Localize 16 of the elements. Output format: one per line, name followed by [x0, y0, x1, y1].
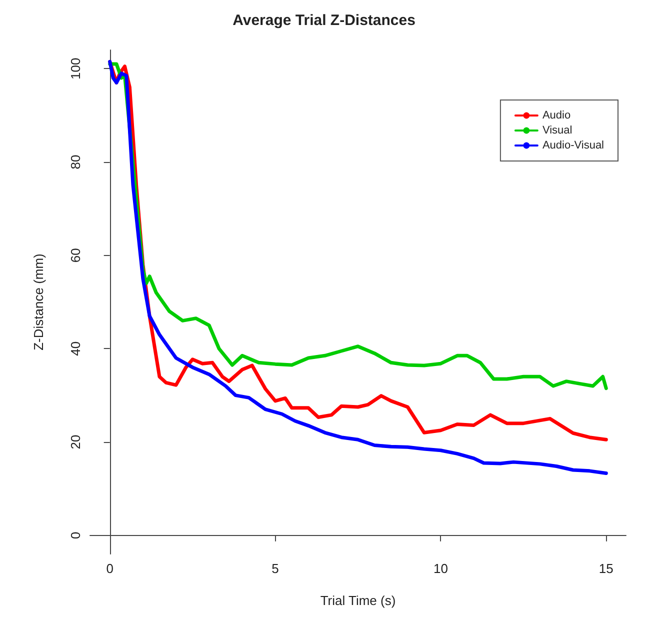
y-tick-label: 0 — [68, 532, 83, 539]
y-tick-label: 100 — [68, 58, 83, 80]
legend-label: Audio — [542, 110, 571, 122]
y-tick-label: 40 — [68, 341, 83, 356]
x-axis-title: Trial Time (s) — [320, 593, 396, 608]
x-tick-label: 5 — [272, 561, 279, 576]
y-axis-title: Z-Distance (mm) — [31, 254, 46, 350]
legend-label: Visual — [542, 124, 572, 136]
y-tick-label: 20 — [68, 434, 83, 450]
x-tick-label: 0 — [106, 561, 114, 576]
y-tick-label: 60 — [68, 248, 83, 263]
legend-label: Audio-Visual — [542, 140, 604, 152]
x-tick-label: 15 — [598, 561, 614, 576]
chart-title: Average Trial Z-Distances — [232, 12, 416, 29]
y-tick-label: 80 — [68, 154, 83, 170]
x-tick-label: 10 — [433, 561, 448, 576]
